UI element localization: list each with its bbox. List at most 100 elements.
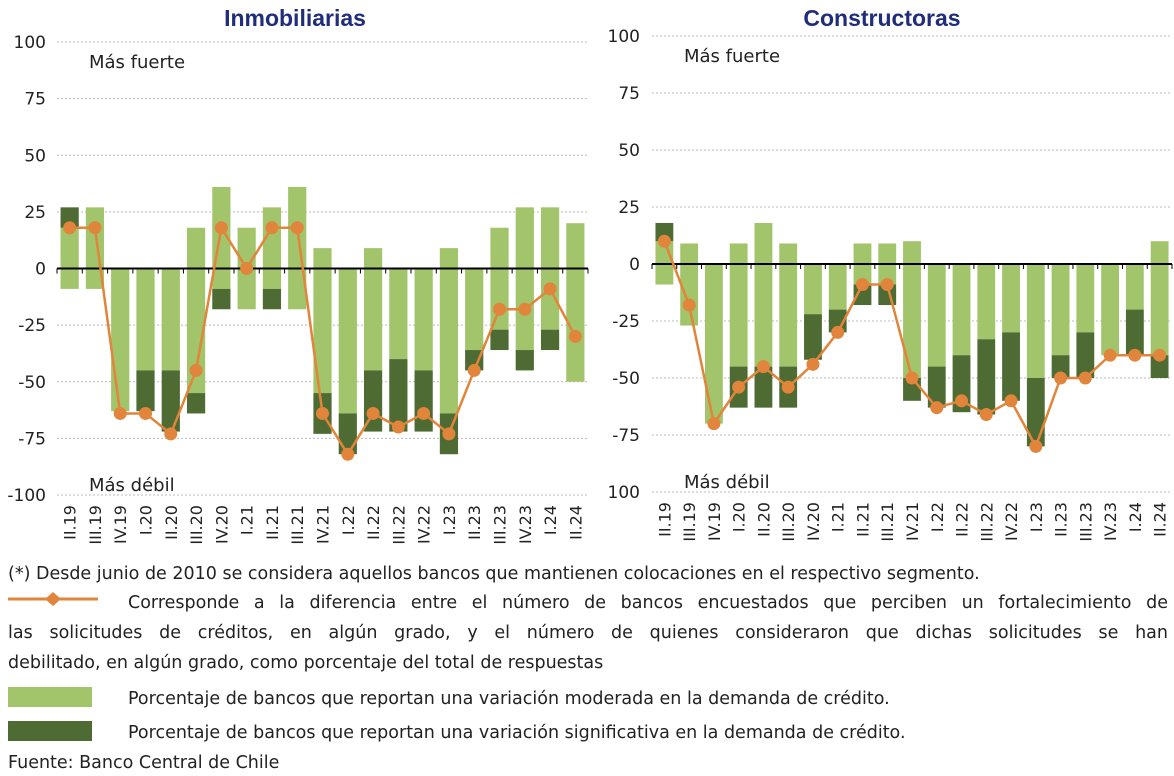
y-tick-label: 25 — [618, 198, 640, 218]
x-category-label: I.23 — [1027, 502, 1046, 532]
net-balance-point — [1103, 348, 1117, 362]
moderate-legend-text: Porcentaje de bancos que reportan una va… — [128, 689, 890, 709]
bar-moderate-neg — [1076, 264, 1095, 333]
net-balance-point — [657, 234, 671, 248]
bar-significant-neg — [515, 350, 534, 371]
bar-significant-neg — [1076, 332, 1095, 378]
bar-moderate-pos — [363, 248, 383, 269]
bar-moderate-neg — [655, 264, 674, 285]
bar-moderate-pos — [515, 207, 534, 269]
y-tick-label: -50 — [18, 373, 46, 393]
x-category-label: I.22 — [339, 505, 358, 535]
bar-moderate-pos — [186, 227, 206, 269]
x-category-label: IV.21 — [903, 502, 922, 541]
bar-moderate-neg — [680, 264, 699, 326]
bar-significant-neg — [1051, 355, 1070, 378]
net-balance-point — [756, 360, 770, 374]
net-balance-point — [63, 221, 77, 235]
bar-moderate-neg — [288, 268, 307, 310]
net-balance-point — [518, 302, 532, 316]
y-tick-label: 100 — [608, 483, 640, 503]
bar-moderate-pos — [729, 243, 748, 264]
bar-moderate-pos — [655, 241, 674, 264]
net-balance-point — [979, 407, 993, 421]
bar-significant-neg — [1125, 309, 1144, 356]
x-category-label: II.19 — [655, 502, 674, 537]
x-category-label: I.24 — [541, 505, 560, 535]
chart-constructoras: Constructoras 100 75 50 25 0 -25 -50 -75 100 Más f… — [608, 5, 1173, 542]
bar-moderate-pos — [85, 207, 105, 269]
bar-significant-pos — [60, 207, 79, 228]
x-category-label: II.22 — [364, 505, 383, 540]
chart-title: Constructoras — [803, 5, 960, 31]
net-balance-point — [1153, 348, 1167, 362]
bar-moderate-neg — [952, 264, 971, 356]
bar-significant-neg — [828, 309, 847, 333]
x-category-label: I.23 — [440, 505, 459, 535]
bar-moderate-pos — [313, 248, 332, 269]
bar-significant-neg — [465, 350, 484, 371]
source-note: Fuente: Banco Central de Chile — [8, 753, 280, 773]
charts-canvas: Inmobiliarias 100 75 50 25 0 -25 -50 -75 -100 Más … — [7, 5, 1173, 545]
bar-moderate-neg — [566, 268, 585, 382]
net-balance-point — [1054, 371, 1068, 385]
x-category-label: II.24 — [1151, 502, 1170, 537]
net-balance-point — [113, 406, 127, 420]
bar-moderate-pos — [540, 207, 560, 269]
bar-moderate-pos — [566, 223, 585, 269]
bar-moderate-neg — [1051, 264, 1070, 356]
bar-moderate-neg — [161, 268, 180, 371]
x-category-label: II.23 — [1052, 502, 1071, 537]
y-tick-label: -75 — [18, 429, 46, 449]
net-balance-point — [543, 282, 557, 296]
bar-moderate-neg — [754, 264, 773, 367]
y-tick-label: -25 — [18, 316, 46, 336]
x-category-label: II.21 — [263, 505, 282, 540]
significant-swatch — [8, 721, 92, 741]
bar-moderate-neg — [465, 268, 484, 351]
bar-moderate-pos — [439, 248, 459, 269]
x-category-label: I.20 — [730, 502, 749, 532]
bar-moderate-neg — [237, 268, 256, 310]
y-tick-label: 0 — [35, 260, 46, 280]
bar-moderate-pos — [1150, 241, 1169, 264]
bar-significant-neg — [754, 366, 773, 408]
bar-moderate-neg — [136, 268, 155, 371]
bottom-label: Más débil — [684, 472, 770, 493]
top-label: Más fuerte — [684, 46, 780, 67]
net-balance-point — [467, 363, 481, 377]
x-category-label: II.22 — [953, 502, 972, 537]
bar-moderate-neg — [262, 268, 282, 289]
top-label: Más fuerte — [89, 52, 185, 73]
net-balance-point — [1078, 371, 1092, 385]
net-balance-point — [955, 394, 969, 408]
net-balance-point — [707, 417, 721, 431]
net-balance-point — [1128, 348, 1142, 362]
y-tick-label: 75 — [24, 90, 46, 110]
x-category-label: IV.21 — [314, 505, 333, 544]
bar-moderate-pos — [680, 243, 699, 264]
x-category-label: I.21 — [238, 505, 257, 535]
bar-significant-neg — [540, 329, 560, 351]
bar-moderate-neg — [540, 268, 560, 330]
x-category-label: I.21 — [829, 502, 848, 532]
bar-significant-neg — [212, 288, 231, 310]
x-category-label: II.24 — [566, 505, 585, 540]
net-balance-point — [290, 221, 304, 235]
x-category-label: III.20 — [779, 502, 798, 542]
line-legend-text-1: Corresponde a la diferencia entre el núm… — [128, 593, 1168, 613]
bar-significant-neg — [389, 359, 408, 432]
x-category-label: II.21 — [853, 502, 872, 537]
bar-moderate-neg — [729, 264, 748, 367]
bar-moderate-neg — [389, 268, 408, 360]
bar-significant-neg — [804, 314, 822, 360]
net-balance-point — [855, 278, 869, 292]
y-tick-label: -25 — [612, 312, 640, 332]
net-balance-point — [1029, 439, 1043, 453]
bar-moderate-neg — [927, 264, 946, 367]
y-tick-label: -100 — [7, 486, 46, 506]
x-category-label: IV.19 — [705, 502, 724, 541]
y-tick-label: 100 — [14, 33, 46, 53]
bar-moderate-neg — [338, 268, 357, 414]
bar-moderate-neg — [1101, 264, 1120, 356]
